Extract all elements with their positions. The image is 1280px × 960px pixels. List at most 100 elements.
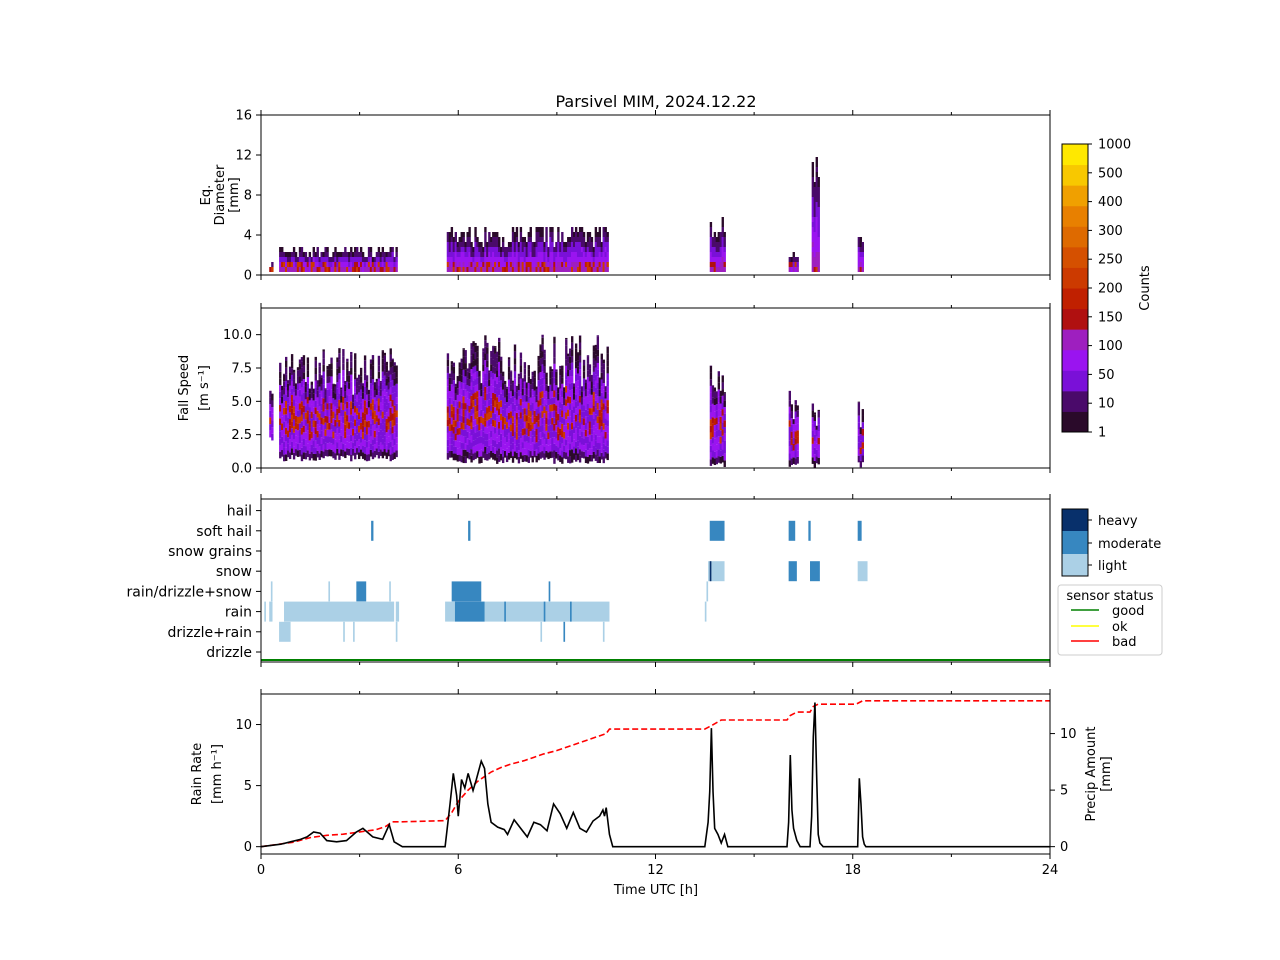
diameter-cell [458,242,461,247]
fall-speed-cell [383,375,386,383]
diameter-cell [574,227,578,232]
fall-speed-cell [304,439,308,447]
category-label: drizzle+rain [167,625,252,641]
fall-speed-cell [590,428,594,435]
fall-speed-cell [373,450,377,458]
fall-speed-cell [369,409,373,417]
fall-speed-cell [330,396,333,404]
colorbar-label: Counts [1138,265,1153,311]
diameter-cell [717,252,720,257]
fall-speed-cell [565,379,568,386]
fall-speed-cell [519,372,523,379]
precip-type-event [709,561,712,582]
fall-speed-cell [792,457,795,464]
diameter-cell [322,262,325,267]
fall-speed-cell [602,409,605,417]
fall-speed-cell [602,396,605,404]
fall-speed-cell [543,353,546,360]
fall-speed-cell [537,373,540,381]
fall-speed-cell [298,383,302,390]
fall-speed-cell [602,376,605,384]
diameter-cell [574,232,578,237]
fall-speed-cell [574,455,578,462]
diameter-cell [527,242,530,247]
fall-speed-cell [300,441,304,448]
fall-speed-cell [527,456,530,463]
diameter-cell [387,267,390,272]
fall-speed-cell [454,440,457,447]
diameter-cell [857,267,861,272]
fall-speed-cell [361,438,365,446]
fall-speed-cell [290,361,294,369]
diameter-cell [713,232,717,237]
diameter-cell [571,242,574,247]
fall-speed-cell [572,419,576,427]
diameter-cell [539,247,542,252]
fall-speed-cell [391,419,394,427]
fall-speed-cell [288,412,292,420]
fall-speed-cell [500,360,503,368]
fall-speed-cell [281,410,284,417]
fall-speed-cell [580,431,584,438]
fall-speed-cell [377,398,381,406]
fall-speed-cell [527,376,530,383]
diameter-cell [582,247,586,252]
diameter-cell [474,257,477,262]
fall-speed-cell [294,442,298,450]
fall-speed-cell [507,372,511,380]
diameter-cell [281,262,284,267]
fall-speed-cell [312,420,315,428]
fall-speed-cell [588,401,592,409]
diameter-cell [375,267,379,272]
diameter-cell [377,247,381,252]
fall-speed-cell [446,452,450,460]
diameter-cell [312,257,315,262]
diameter-cell [269,267,272,272]
diameter-cell [515,257,519,262]
diameter-cell [281,267,284,272]
diameter-cell [713,242,717,247]
fall-speed-cell [509,444,513,452]
fall-speed-cell [367,407,371,415]
fall-speed-cell [545,417,548,425]
fall-speed-cell [468,366,471,373]
fall-speed-cell [492,345,495,347]
fall-speed-cell [304,412,308,420]
fall-speed-cell [464,369,467,377]
diameter-cell [470,267,473,272]
fall-speed-cell [464,356,467,364]
fall-speed-cell [322,351,325,359]
diameter-cell [557,247,560,252]
diameter-ylabel-line2: Diameter [213,164,228,225]
diameter-cell [586,247,590,252]
fall-speed-cell [533,397,536,405]
diameter-cell [596,232,600,237]
fall-speed-cell [596,382,600,390]
diameter-cell [519,242,523,247]
diameter-cell [509,262,513,267]
diameter-cell [462,257,465,262]
diameter-cell [312,252,315,257]
diameter-cell [330,267,333,272]
fall-speed-cell [586,430,590,437]
fall-speed-cell [711,403,715,411]
diameter-cell [817,177,820,182]
diameter-cell [279,247,282,252]
diameter-cell [543,267,546,272]
fall-speed-cell [815,425,818,430]
fall-speed-cell [715,391,719,398]
diameter-cell [813,197,816,202]
precip-type-event [543,601,546,622]
fall-speed-cell [717,416,720,423]
fall-speed-cell [359,436,363,443]
fall-speed-cell [354,426,357,433]
fall-speed-cell [598,436,601,444]
diameter-cell [371,267,375,272]
diameter-cell [500,267,503,272]
fall-speed-cell [549,384,552,392]
fall-speed-cell [369,449,373,457]
fall-speed-cell [371,432,375,440]
fall-speed-cell [484,400,487,407]
fall-speed-cell [588,408,592,415]
